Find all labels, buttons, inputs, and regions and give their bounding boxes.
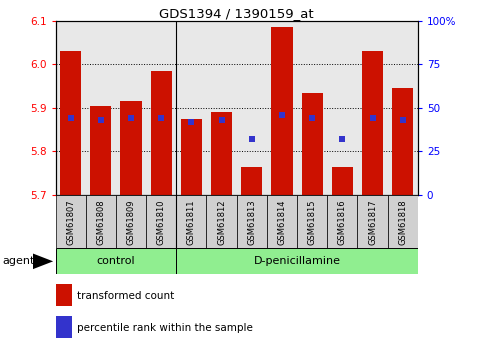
Point [278, 112, 286, 118]
Bar [362, 51, 383, 195]
Bar [120, 101, 142, 195]
Text: GSM61817: GSM61817 [368, 199, 377, 245]
Point [399, 117, 407, 123]
Bar [211, 112, 232, 195]
Bar [327, 21, 357, 195]
Bar [176, 195, 207, 248]
Text: GSM61815: GSM61815 [308, 199, 317, 245]
Text: GSM61818: GSM61818 [398, 199, 407, 245]
Bar [357, 21, 388, 195]
Bar [116, 195, 146, 248]
Point [187, 119, 195, 125]
Point [248, 136, 256, 142]
Point [127, 116, 135, 121]
Bar [332, 167, 353, 195]
Bar [267, 195, 297, 248]
Point [157, 116, 165, 121]
Bar [207, 21, 237, 195]
Bar [297, 21, 327, 195]
Bar [146, 195, 176, 248]
Bar [237, 195, 267, 248]
Point [369, 116, 376, 121]
Bar [237, 21, 267, 195]
Point [67, 116, 74, 121]
Polygon shape [33, 254, 53, 269]
Bar [86, 21, 116, 195]
Text: percentile rank within the sample: percentile rank within the sample [77, 323, 253, 333]
Text: GSM61812: GSM61812 [217, 199, 226, 245]
Bar [267, 21, 297, 195]
Text: GSM61816: GSM61816 [338, 199, 347, 245]
Bar [327, 195, 357, 248]
Text: transformed count: transformed count [77, 290, 174, 300]
Point [339, 136, 346, 142]
Bar [56, 21, 86, 195]
Bar [146, 21, 176, 195]
Bar [176, 21, 207, 195]
Bar [271, 27, 293, 195]
Title: GDS1394 / 1390159_at: GDS1394 / 1390159_at [159, 7, 314, 20]
Text: D-penicillamine: D-penicillamine [254, 256, 341, 266]
Text: GSM61809: GSM61809 [127, 199, 136, 245]
Bar [116, 21, 146, 195]
Bar [388, 195, 418, 248]
Text: GSM61807: GSM61807 [66, 199, 75, 245]
Bar [181, 119, 202, 195]
Bar [301, 92, 323, 195]
Text: GSM61814: GSM61814 [277, 199, 286, 245]
Bar [207, 195, 237, 248]
Bar [357, 195, 388, 248]
Text: agent: agent [2, 256, 35, 266]
Bar [60, 51, 81, 195]
Point [308, 116, 316, 121]
Bar [151, 71, 172, 195]
Bar [176, 248, 418, 274]
Bar [86, 195, 116, 248]
Bar [56, 284, 72, 306]
Bar [297, 195, 327, 248]
Bar [56, 195, 86, 248]
Point [97, 117, 105, 123]
Bar [241, 167, 262, 195]
Text: GSM61811: GSM61811 [187, 199, 196, 245]
Bar [90, 106, 112, 195]
Point [218, 117, 226, 123]
Text: GSM61813: GSM61813 [247, 199, 256, 245]
Text: control: control [97, 256, 135, 266]
Text: GSM61808: GSM61808 [96, 199, 105, 245]
Bar [56, 316, 72, 338]
Bar [56, 248, 176, 274]
Text: GSM61810: GSM61810 [156, 199, 166, 245]
Bar [392, 88, 413, 195]
Bar [388, 21, 418, 195]
